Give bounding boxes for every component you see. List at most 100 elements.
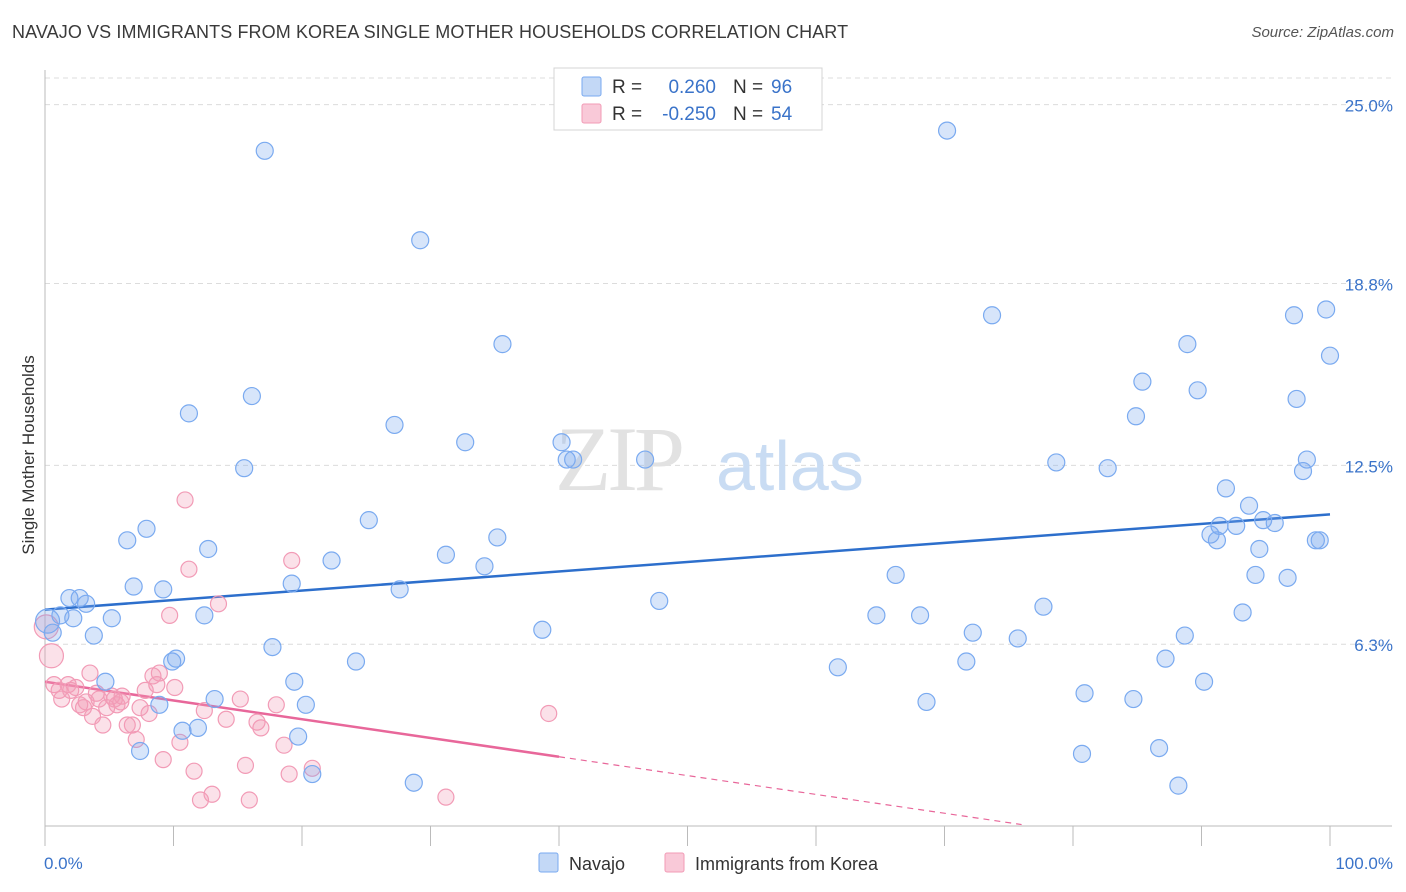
navajo-point [150, 695, 169, 714]
correlation-legend: R = 0.260 N = 96 R = -0.250 N = 54 [553, 67, 823, 131]
navajo-point [456, 433, 475, 452]
korea-point [123, 716, 141, 734]
korea-point [283, 551, 301, 570]
korea-trend-extension [558, 756, 1022, 826]
korea-point [67, 678, 85, 697]
navajo-point [886, 565, 905, 585]
navajo-point [1188, 381, 1207, 400]
navajo-point [43, 623, 62, 642]
korea-point [209, 595, 228, 613]
korea-point [203, 785, 221, 803]
series-korea-points [33, 491, 558, 809]
korea-point [267, 696, 285, 714]
navajo-point [937, 121, 957, 140]
navajo-point [242, 386, 261, 406]
navajo-point [1207, 531, 1227, 550]
navajo-point [346, 652, 366, 671]
korea-point [81, 664, 99, 682]
korea-point [236, 756, 255, 775]
navajo-point [1227, 516, 1246, 536]
legend-r-label-korea: R = [612, 104, 642, 125]
navajo-point [118, 531, 137, 550]
legend-r-value-navajo: 0.260 [668, 77, 716, 98]
navajo-point [303, 764, 322, 784]
korea-point [127, 730, 145, 749]
navajo-point [1250, 539, 1269, 559]
navajo-point [910, 606, 930, 625]
korea-point [161, 606, 179, 624]
navajo-point [1008, 629, 1027, 648]
navajo-point [1320, 346, 1340, 365]
korea-point [113, 687, 131, 705]
navajo-point [263, 637, 282, 657]
navajo-point [205, 689, 224, 709]
korea-point [240, 791, 258, 809]
navajo-point [1156, 649, 1175, 668]
navajo-point [137, 519, 156, 538]
korea-point [94, 716, 112, 734]
bottom-legend-label-korea: Immigrants from Korea [695, 854, 879, 874]
navajo-point [404, 773, 423, 792]
navajo-point [1239, 496, 1259, 515]
navajo-point [1178, 335, 1197, 354]
navajo-point [166, 649, 186, 668]
y-tick-label: 18.8% [1345, 276, 1393, 295]
navajo-point [34, 608, 61, 634]
navajo-point [963, 623, 982, 642]
navajo-point [1284, 306, 1304, 325]
korea-trend-line [44, 680, 560, 758]
navajo-point [982, 306, 1002, 325]
korea-point [154, 751, 172, 769]
navajo-point [1169, 776, 1188, 795]
navajo-point [179, 404, 199, 423]
korea-point [303, 759, 321, 777]
bottom-legend-swatch-korea [664, 852, 685, 873]
korea-point [185, 762, 203, 780]
navajo-point [488, 528, 507, 547]
korea-point [437, 788, 455, 806]
navajo-trend-line [44, 513, 1331, 611]
legend-swatch-korea [581, 103, 602, 124]
navajo-point [1246, 565, 1265, 585]
legend-r-value-korea: -0.250 [662, 104, 716, 125]
korea-point [252, 719, 270, 737]
korea-point [166, 678, 184, 697]
navajo-point [285, 672, 304, 691]
navajo-point [282, 574, 301, 593]
legend-n-value-korea: 54 [771, 104, 793, 125]
navajo-point [359, 511, 378, 530]
navajo-point [84, 626, 103, 645]
series-legend: Navajo Immigrants from Korea [538, 852, 879, 874]
navajo-point [1075, 684, 1094, 703]
korea-point [171, 733, 189, 751]
chart-source: Source: ZipAtlas.com [1251, 24, 1394, 41]
navajo-point [102, 609, 121, 628]
korea-point [38, 643, 65, 669]
navajo-point [1175, 626, 1194, 645]
series-navajo-points [34, 121, 1340, 795]
navajo-point [385, 415, 404, 435]
navajo-point [390, 580, 409, 599]
navajo-point [867, 606, 886, 625]
navajo-point [1310, 531, 1329, 550]
axes [44, 70, 1392, 846]
navajo-point [154, 580, 173, 599]
korea-point [176, 491, 194, 509]
navajo-point [124, 577, 143, 596]
x-tick-label-max: 100.0% [1335, 854, 1393, 873]
navajo-point [1306, 531, 1325, 550]
korea-point [53, 690, 71, 708]
watermark-atlas: atlas [716, 427, 864, 505]
navajo-point [557, 450, 576, 469]
korea-point [280, 765, 298, 783]
korea-point [275, 736, 293, 754]
navajo-point [564, 450, 583, 469]
navajo-point [635, 450, 655, 469]
y-tick-label: 12.5% [1345, 457, 1393, 476]
navajo-point [96, 672, 115, 691]
korea-point [195, 701, 213, 720]
navajo-point [650, 591, 669, 611]
legend-n-value-navajo: 96 [771, 77, 792, 98]
legend-r-label-navajo: R = [612, 77, 642, 98]
